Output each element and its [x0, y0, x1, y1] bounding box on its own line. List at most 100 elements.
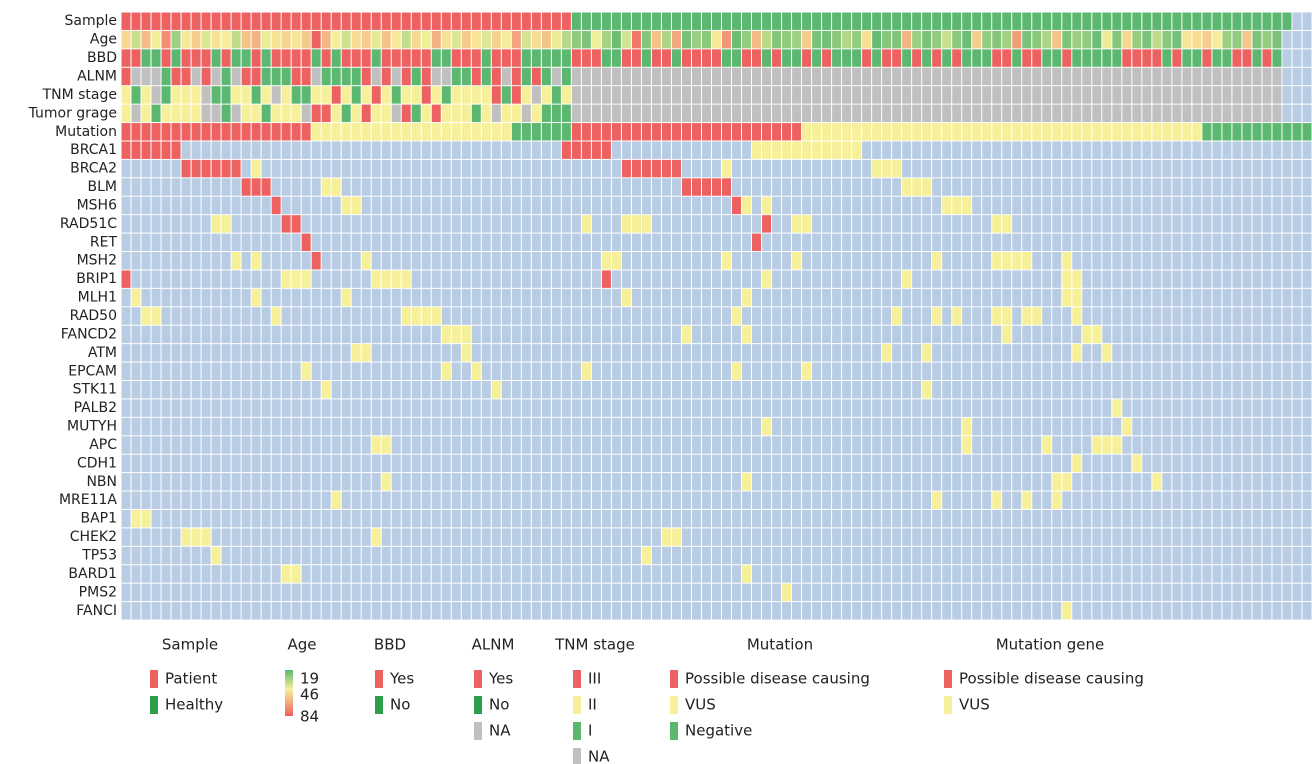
empty-cell — [651, 473, 661, 491]
cell — [742, 123, 752, 141]
empty-cell — [1012, 436, 1022, 454]
empty-cell — [571, 362, 581, 380]
cell — [141, 509, 151, 528]
empty-cell — [461, 546, 471, 565]
cell — [1112, 399, 1122, 417]
cell — [832, 86, 842, 104]
cell — [541, 67, 551, 86]
empty-cell — [381, 380, 391, 399]
empty-cell — [802, 178, 812, 196]
empty-cell — [271, 270, 281, 288]
cell — [561, 12, 571, 30]
empty-cell — [151, 270, 161, 288]
cell — [311, 104, 321, 123]
empty-cell — [491, 491, 501, 509]
empty-cell — [331, 233, 341, 252]
empty-cell — [131, 454, 141, 473]
empty-cell — [762, 307, 772, 325]
empty-cell — [1212, 159, 1222, 178]
empty-cell — [1102, 473, 1112, 491]
empty-cell — [872, 196, 882, 215]
empty-cell — [301, 196, 311, 215]
cell — [1122, 12, 1132, 30]
empty-cell — [802, 196, 812, 215]
empty-cell — [251, 325, 261, 344]
empty-cell — [752, 344, 762, 362]
empty-cell — [812, 602, 822, 620]
empty-cell — [601, 307, 611, 325]
cell — [151, 30, 161, 49]
empty-cell — [1052, 252, 1062, 270]
empty-cell — [722, 509, 732, 528]
empty-cell — [551, 491, 561, 509]
empty-cell — [742, 362, 752, 380]
cell — [551, 86, 561, 104]
empty-cell — [311, 344, 321, 362]
empty-cell — [1272, 399, 1282, 417]
empty-cell — [1132, 565, 1142, 583]
cell — [1002, 123, 1012, 141]
empty-cell — [792, 436, 802, 454]
empty-cell — [301, 509, 311, 528]
empty-cell — [1292, 141, 1302, 159]
empty-cell — [852, 215, 862, 233]
cell — [922, 49, 932, 67]
empty-cell — [852, 325, 862, 344]
cell — [161, 49, 171, 67]
empty-cell — [381, 454, 391, 473]
cell — [1102, 86, 1112, 104]
empty-cell — [1282, 178, 1292, 196]
cell — [982, 30, 992, 49]
empty-cell — [301, 252, 311, 270]
empty-cell — [211, 454, 221, 473]
empty-cell — [671, 196, 681, 215]
empty-cell — [1012, 509, 1022, 528]
empty-cell — [511, 528, 521, 546]
empty-cell — [151, 509, 161, 528]
empty-cell — [391, 417, 401, 436]
empty-cell — [782, 528, 792, 546]
empty-cell — [331, 325, 341, 344]
empty-cell — [331, 528, 341, 546]
cell — [521, 30, 531, 49]
empty-cell — [131, 602, 141, 620]
empty-cell — [641, 178, 651, 196]
empty-cell — [1092, 288, 1102, 307]
empty-cell — [421, 362, 431, 380]
empty-cell — [1282, 565, 1292, 583]
cell — [231, 252, 241, 270]
cell — [942, 12, 952, 30]
empty-cell — [651, 491, 661, 509]
empty-cell — [661, 380, 671, 399]
empty-cell — [401, 583, 411, 602]
cell — [1232, 49, 1242, 67]
empty-cell — [591, 436, 601, 454]
empty-cell — [521, 288, 531, 307]
empty-cell — [1072, 380, 1082, 399]
empty-cell — [1142, 417, 1152, 436]
empty-cell — [471, 215, 481, 233]
empty-cell — [1092, 196, 1102, 215]
empty-cell — [261, 270, 271, 288]
empty-cell — [792, 602, 802, 620]
empty-cell — [621, 583, 631, 602]
empty-cell — [441, 215, 451, 233]
empty-cell — [391, 583, 401, 602]
empty-cell — [932, 196, 942, 215]
empty-cell — [271, 325, 281, 344]
cell — [1002, 104, 1012, 123]
empty-cell — [491, 159, 501, 178]
empty-cell — [902, 509, 912, 528]
cell — [1042, 436, 1052, 454]
empty-cell — [1272, 380, 1282, 399]
empty-cell — [551, 325, 561, 344]
empty-cell — [1302, 546, 1312, 565]
empty-cell — [1232, 602, 1242, 620]
cell — [1232, 123, 1242, 141]
empty-cell — [1012, 159, 1022, 178]
empty-cell — [501, 288, 511, 307]
empty-cell — [381, 546, 391, 565]
empty-cell — [942, 583, 952, 602]
empty-cell — [421, 344, 431, 362]
empty-cell — [1172, 159, 1182, 178]
